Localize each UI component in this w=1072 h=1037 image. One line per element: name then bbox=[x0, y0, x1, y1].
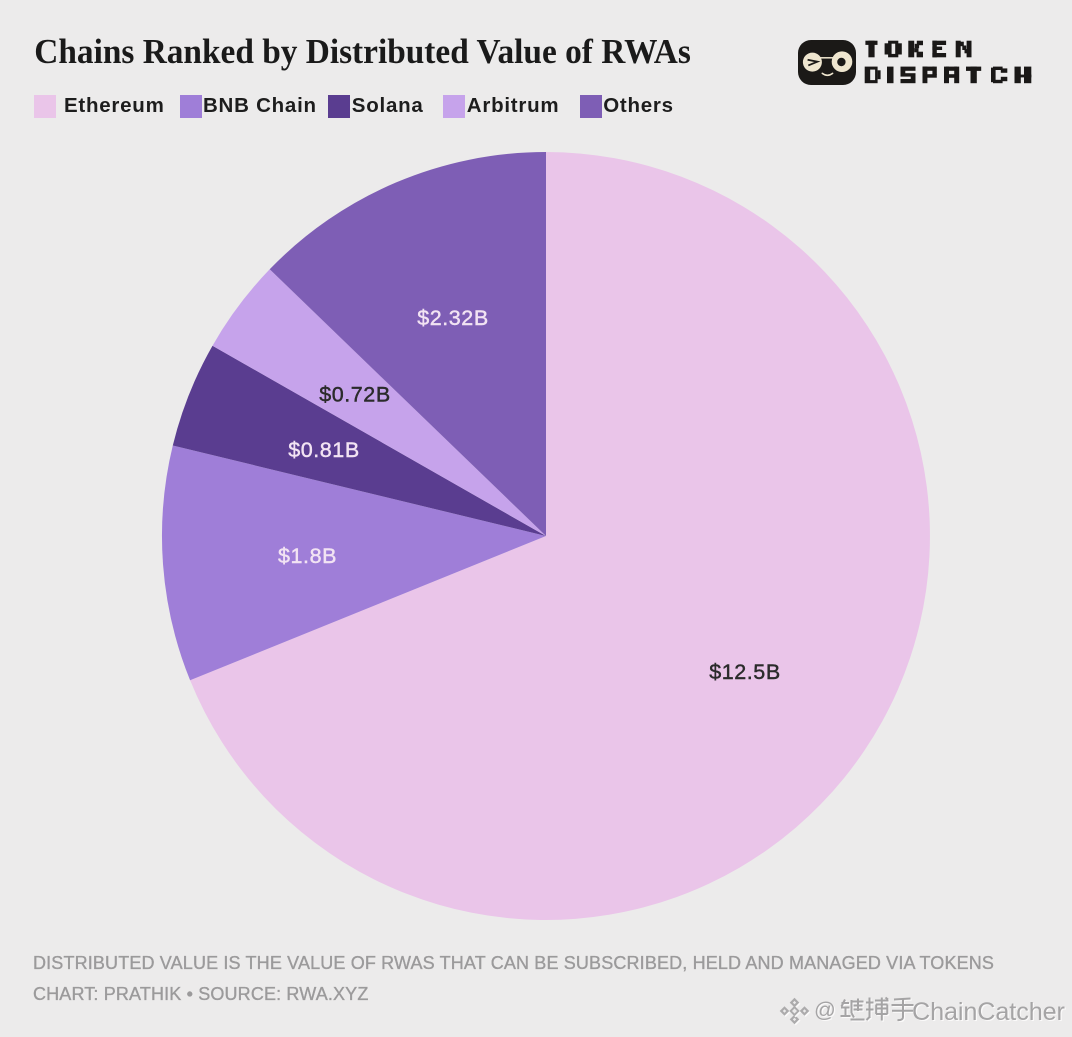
svg-text:$0.72B: $0.72B bbox=[319, 383, 390, 407]
svg-text:$1.8B: $1.8B bbox=[278, 544, 337, 568]
svg-text:Chains Ranked by Distributed V: Chains Ranked by Distributed Value of RW… bbox=[34, 33, 691, 71]
svg-text:$12.5B: $12.5B bbox=[709, 660, 780, 684]
svg-text:$2.32B: $2.32B bbox=[417, 306, 488, 330]
svg-text:$0.81B: $0.81B bbox=[288, 438, 359, 462]
